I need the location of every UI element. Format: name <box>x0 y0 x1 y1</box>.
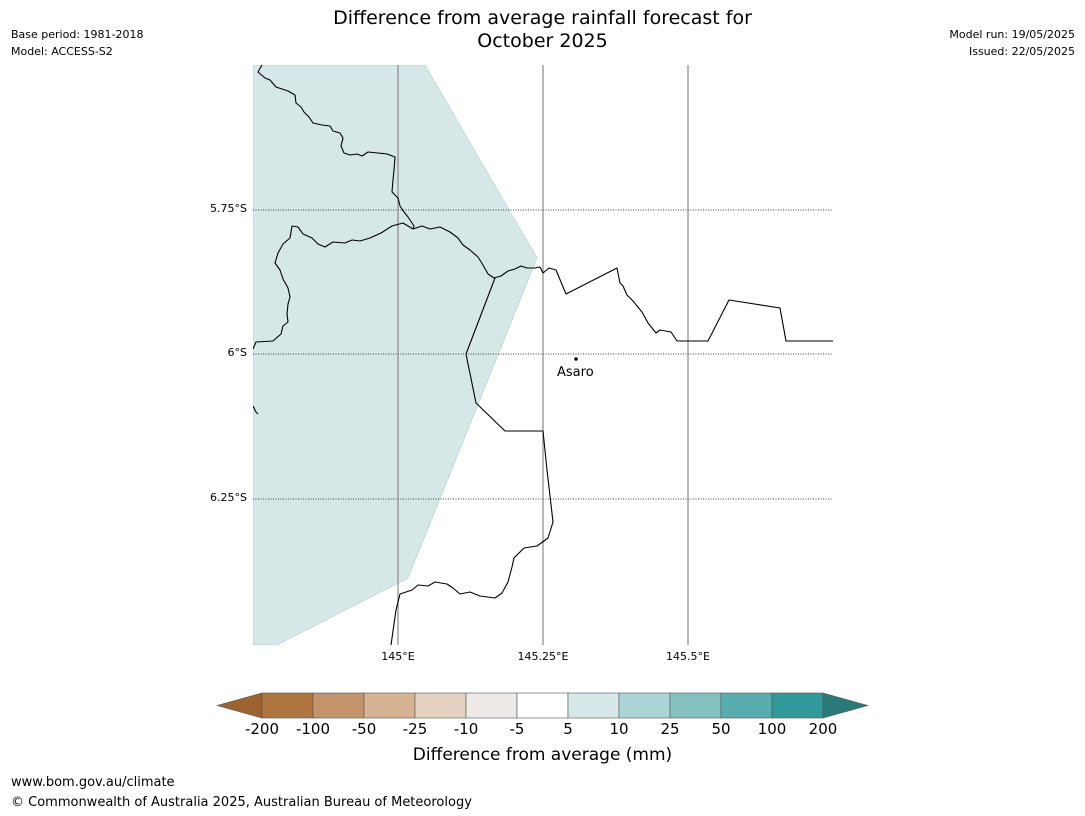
province-boundary-north <box>257 65 415 230</box>
map-title-line1: Difference from average rainfall forecas… <box>333 7 752 29</box>
footer-copyright: © Commonwealth of Australia 2025, Austra… <box>11 795 472 810</box>
map <box>253 65 833 645</box>
colorbar-tick-label: -50 <box>351 720 377 738</box>
model-run-label: Model run: 19/05/2025 <box>949 28 1075 41</box>
lat-label-6: 6°S <box>227 346 247 359</box>
colorbar-tick-label: -10 <box>453 720 479 738</box>
place-label-asaro: Asaro <box>557 365 594 380</box>
metadata-left: Base period: 1981-2018 Model: ACCESS-S2 <box>11 26 143 60</box>
colorbar-bin <box>669 692 722 719</box>
colorbar-bin <box>567 692 620 719</box>
province-boundary-west-fragment <box>253 405 259 415</box>
lat-label-6-25: 6.25°S <box>210 491 247 504</box>
colorbar-bin <box>261 692 314 719</box>
map-title: Difference from average rainfall forecas… <box>0 7 1085 53</box>
colorbar-tick-label: -5 <box>509 720 525 738</box>
colorbar-bin <box>465 692 518 719</box>
lon-label-145-5: 145.5°E <box>666 650 710 663</box>
colorbar-tick-label: 50 <box>711 720 731 738</box>
map-title-line2: October 2025 <box>477 30 608 52</box>
forecast-region-5-to-10 <box>253 65 538 645</box>
colorbar-extend-low <box>215 692 263 719</box>
province-boundary-south <box>390 277 554 645</box>
colorbar <box>215 692 870 719</box>
province-boundary-central <box>253 222 414 350</box>
colorbar-tick-label: 10 <box>609 720 629 738</box>
colorbar-tick-label: -200 <box>244 720 280 738</box>
colorbar-bin <box>414 692 467 719</box>
colorbar-bin <box>312 692 365 719</box>
issued-label: Issued: 22/05/2025 <box>968 45 1075 58</box>
colorbar-bin <box>516 692 569 719</box>
base-period-label: Base period: 1981-2018 <box>11 28 144 41</box>
colorbar-bin <box>720 692 773 719</box>
colorbar-tick-label: -25 <box>402 720 428 738</box>
colorbar-tick-label: -100 <box>295 720 331 738</box>
colorbar-title: Difference from average (mm) <box>412 745 673 765</box>
province-boundary-east <box>412 225 833 342</box>
model-label: Model: ACCESS-S2 <box>11 45 113 58</box>
colorbar-tick-label: 25 <box>660 720 680 738</box>
lat-label-5-75: 5.75°S <box>210 202 247 215</box>
colorbar-tick-label: 5 <box>563 720 573 738</box>
asaro-marker <box>574 357 578 361</box>
colorbar-bin <box>363 692 416 719</box>
lon-label-145: 145°E <box>381 650 415 663</box>
colorbar-bin <box>771 692 824 719</box>
colorbar-extend-high <box>822 692 870 719</box>
footer-url: www.bom.gov.au/climate <box>11 775 175 790</box>
colorbar-tick-label: 100 <box>757 720 787 738</box>
colorbar-tick-label: 200 <box>808 720 838 738</box>
metadata-right: Model run: 19/05/2025 Issued: 22/05/2025 <box>949 26 1075 60</box>
lon-label-145-25: 145.25°E <box>517 650 569 663</box>
colorbar-bin <box>618 692 671 719</box>
